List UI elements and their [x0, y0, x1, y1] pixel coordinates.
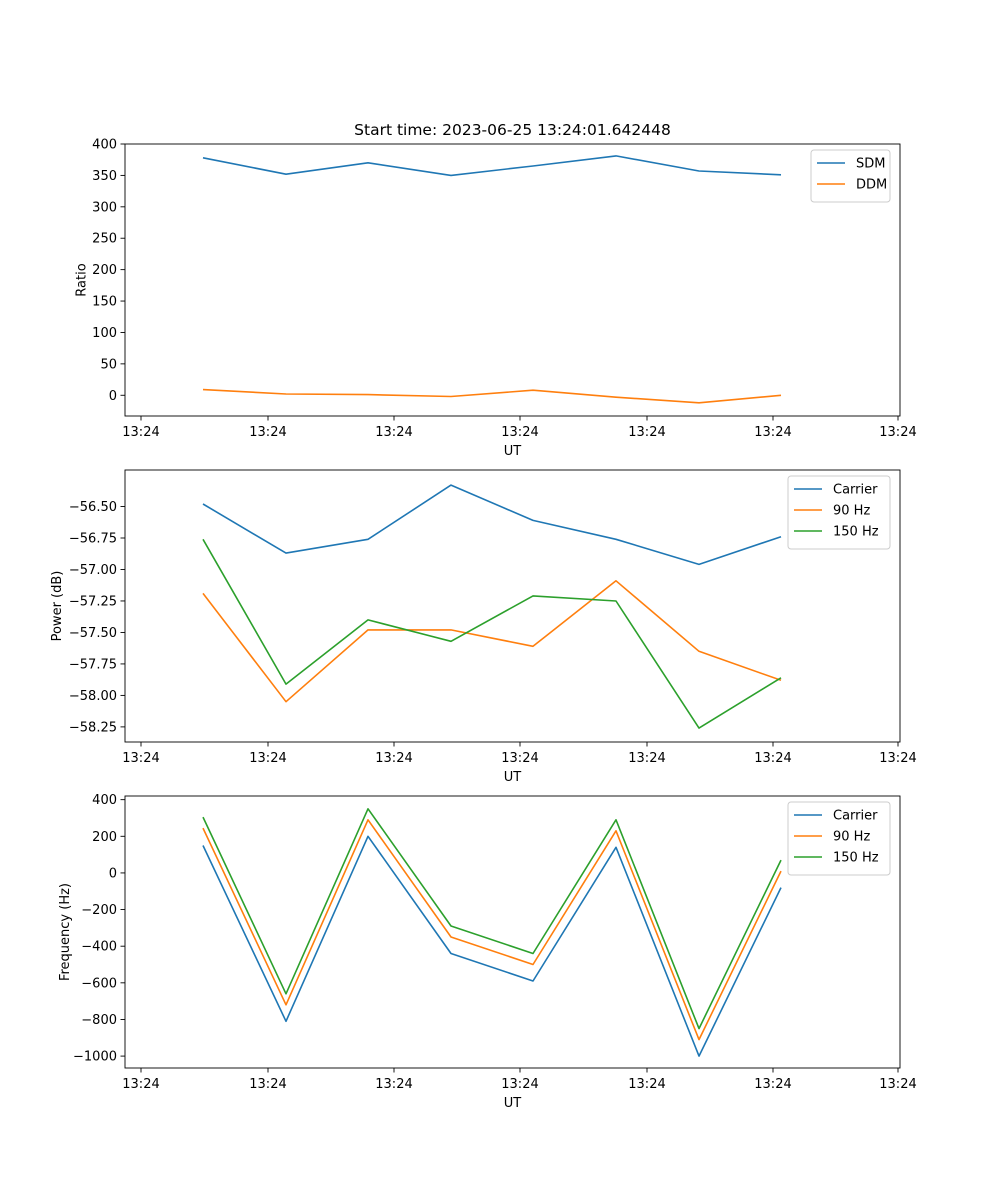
y-tick-label: 100 [92, 326, 117, 341]
axes-frame [124, 143, 901, 417]
series-line-ddm [202, 388, 782, 404]
legend-label-carrier: Carrier [833, 483, 878, 498]
legend-label-sdm: SDM [856, 157, 885, 172]
y-tick-label: −1000 [73, 1050, 117, 1065]
y-tick-label: 150 [92, 295, 117, 310]
y-tick-label: −56.75 [69, 532, 117, 547]
y-tick-label: 200 [92, 830, 117, 845]
y-tick-label: −58.00 [69, 689, 117, 704]
legend-label-150-hz: 150 Hz [833, 525, 879, 540]
y-tick-label: 300 [92, 200, 117, 215]
axes-frame [124, 469, 901, 743]
x-tick-label: 13:24 [879, 425, 916, 440]
x-tick-label: 13:24 [501, 751, 538, 766]
series-line-90-hz [202, 579, 782, 703]
y-tick-label: −57.25 [69, 594, 117, 609]
y-tick-label: 400 [92, 793, 117, 808]
legend-label-carrier: Carrier [833, 809, 878, 824]
x-tick-label: 13:24 [754, 1077, 791, 1092]
chart-title: Start time: 2023-06-25 13:24:01.642448 [354, 121, 671, 139]
x-tick-label: 13:24 [375, 425, 412, 440]
x-tick-label: 13:24 [375, 751, 412, 766]
series-line-150-hz [202, 807, 782, 1030]
y-tick-label: −57.50 [69, 626, 117, 641]
series-line-carrier [202, 835, 782, 1057]
legend-label-150-hz: 150 Hz [833, 851, 879, 866]
y-tick-label: −800 [81, 1013, 117, 1028]
x-tick-label: 13:24 [879, 751, 916, 766]
x-axis-label: UT [504, 770, 522, 785]
x-tick-label: 13:24 [501, 1077, 538, 1092]
series-line-carrier [202, 484, 782, 566]
y-axis-label: Ratio [74, 263, 89, 296]
x-axis-label: UT [504, 444, 522, 459]
y-tick-label: 200 [92, 263, 117, 278]
legend: SDM DDM [810, 149, 891, 203]
y-tick-label: −600 [81, 976, 117, 991]
x-tick-label: 13:24 [122, 1077, 159, 1092]
x-tick-label: 13:24 [249, 1077, 286, 1092]
x-tick-label: 13:24 [628, 751, 665, 766]
x-tick-label: 13:24 [879, 1077, 916, 1092]
y-tick-label: 0 [109, 866, 117, 881]
y-tick-label: −57.00 [69, 563, 117, 578]
legend-label-90-hz: 90 Hz [833, 830, 870, 845]
chart-frequency: 13:24 13:24 13:24 13:24 13:24 13:24 13:24 UT 400… [58, 793, 917, 1111]
y-tick-label: 0 [109, 389, 117, 404]
legend-label-ddm: DDM [856, 178, 887, 193]
y-axis-label: Power (dB) [50, 571, 65, 642]
y-axis-label: Frequency (Hz) [58, 883, 73, 981]
x-tick-label: 13:24 [754, 751, 791, 766]
y-tick-label: −200 [81, 903, 117, 918]
y-tick-label: 400 [92, 138, 117, 153]
y-tick-label: 50 [100, 357, 117, 372]
y-tick-label: −400 [81, 940, 117, 955]
x-axis-label: UT [504, 1096, 522, 1111]
x-tick-label: 13:24 [249, 425, 286, 440]
series-line-90-hz [202, 818, 782, 1041]
legend: Carrier 90 Hz 150 Hz [787, 801, 891, 876]
x-tick-label: 13:24 [754, 425, 791, 440]
series-line-150-hz [202, 538, 782, 729]
axes-frame [124, 795, 901, 1069]
y-tick-label: −56.50 [69, 500, 117, 515]
x-tick-label: 13:24 [628, 1077, 665, 1092]
x-tick-label: 13:24 [122, 425, 159, 440]
y-tick-label: 250 [92, 232, 117, 247]
series-line-sdm [202, 155, 782, 177]
y-tick-label: 350 [92, 169, 117, 184]
y-tick-label: −58.25 [69, 720, 117, 735]
legend-label-90-hz: 90 Hz [833, 504, 870, 519]
x-tick-label: 13:24 [122, 751, 159, 766]
x-tick-label: 13:24 [628, 425, 665, 440]
x-tick-label: 13:24 [501, 425, 538, 440]
y-tick-label: −57.75 [69, 657, 117, 672]
chart-power: 13:24 13:24 13:24 13:24 13:24 13:24 13:24 UT −56… [50, 469, 917, 785]
x-tick-label: 13:24 [375, 1077, 412, 1092]
legend: Carrier 90 Hz 150 Hz [787, 475, 891, 550]
chart-ratio: Start time: 2023-06-25 13:24:01.642448 13… [74, 121, 916, 459]
x-tick-label: 13:24 [249, 751, 286, 766]
